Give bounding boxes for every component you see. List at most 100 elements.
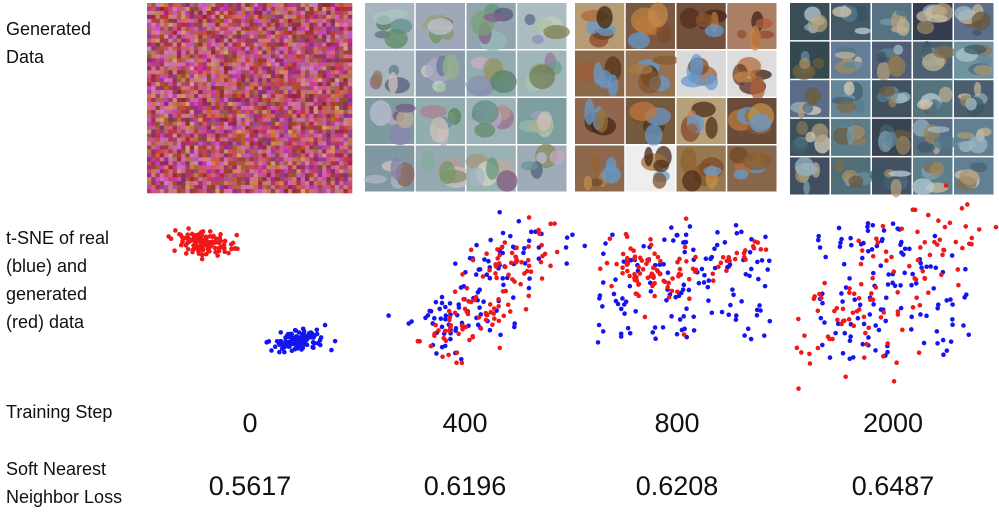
tsne-point (683, 239, 689, 245)
noise-pixel (258, 113, 263, 119)
noise-pixel (287, 46, 293, 51)
noise-pixel (159, 189, 165, 194)
noise-pixel (253, 10, 259, 16)
noise-pixel (181, 113, 186, 119)
tsne-point (910, 207, 916, 213)
tsne-point (443, 304, 448, 310)
noise-pixel (245, 78, 250, 83)
noise-pixel (279, 129, 284, 134)
noise-pixel (164, 94, 169, 99)
noise-pixel (305, 133, 310, 138)
noise-pixel (283, 149, 289, 154)
noise-pixel (189, 70, 195, 75)
noise-pixel (202, 86, 208, 91)
noise-pixel (185, 185, 191, 190)
noise-pixel (155, 145, 161, 150)
noise-pixel (211, 78, 216, 83)
noise-pixel (283, 181, 289, 186)
tsne-point (884, 258, 889, 263)
noise-pixel (330, 169, 336, 174)
noise-pixel (279, 137, 284, 142)
image-blob (396, 109, 414, 129)
noise-pixel (330, 173, 336, 178)
tsne-point (907, 246, 912, 252)
noise-pixel (347, 62, 353, 67)
noise-pixel (270, 30, 276, 35)
noise-pixel (258, 121, 263, 127)
noise-pixel (228, 113, 233, 119)
image-blob (644, 146, 653, 167)
noise-pixel (228, 58, 233, 63)
tsne-point (674, 233, 680, 238)
noise-pixel (164, 189, 169, 194)
noise-pixel (159, 137, 165, 142)
noise-pixel (313, 177, 319, 182)
noise-pixel (249, 22, 255, 28)
tsne-point (861, 314, 867, 320)
tsne-point (918, 245, 923, 250)
noise-pixel (159, 117, 165, 123)
noise-pixel (159, 169, 165, 174)
noise-pixel (296, 46, 302, 51)
tsne-point (969, 235, 975, 241)
noise-pixel (270, 109, 276, 115)
noise-pixel (219, 54, 225, 59)
noise-pixel (202, 177, 208, 182)
noise-pixel (326, 14, 331, 20)
noise-pixel (147, 137, 152, 142)
tsne-point (448, 336, 453, 342)
noise-pixel (300, 181, 306, 186)
noise-pixel (176, 74, 182, 79)
noise-pixel (326, 90, 331, 95)
noise-pixel (309, 133, 314, 138)
noise-pixel (168, 62, 173, 67)
noise-pixel (193, 169, 199, 174)
noise-pixel (181, 34, 186, 39)
noise-pixel (159, 14, 165, 20)
noise-pixel (249, 26, 255, 32)
noise-pixel (305, 6, 310, 12)
noise-pixel (215, 70, 220, 75)
noise-pixel (347, 181, 353, 186)
noise-pixel (326, 185, 331, 190)
image-blob (896, 18, 910, 36)
noise-pixel (159, 38, 165, 43)
noise-pixel (172, 58, 178, 63)
noise-pixel (262, 78, 267, 83)
noise-pixel (262, 161, 267, 166)
noise-pixel (172, 145, 178, 150)
noise-pixel (228, 185, 233, 190)
noise-pixel (309, 165, 314, 170)
noise-pixel (296, 117, 302, 123)
noise-pixel (258, 46, 263, 51)
noise-pixel (322, 74, 327, 79)
noise-pixel (279, 161, 284, 166)
noise-pixel (330, 38, 336, 43)
noise-pixel (215, 54, 220, 59)
image-blob (436, 83, 446, 92)
noise-pixel (211, 181, 216, 186)
noise-pixel (147, 38, 152, 43)
tsne-point (314, 327, 320, 333)
image-blob (927, 126, 950, 133)
noise-pixel (245, 169, 250, 174)
noise-pixel (249, 66, 255, 71)
noise-pixel (193, 173, 199, 178)
noise-pixel (215, 113, 220, 119)
noise-pixel (339, 38, 344, 43)
image-blob (916, 99, 932, 110)
noise-pixel (202, 58, 208, 63)
noise-pixel (198, 98, 203, 103)
noise-pixel (287, 125, 293, 130)
noise-pixel (258, 149, 263, 154)
noise-pixel (305, 109, 310, 115)
noise-pixel (155, 30, 161, 35)
noise-pixel (326, 169, 331, 174)
noise-pixel (232, 113, 237, 119)
noise-pixel (189, 90, 195, 95)
noise-pixel (193, 42, 199, 47)
noise-pixel (330, 66, 336, 71)
noise-pixel (347, 3, 353, 8)
noise-pixel (228, 165, 233, 170)
noise-pixel (155, 161, 161, 166)
